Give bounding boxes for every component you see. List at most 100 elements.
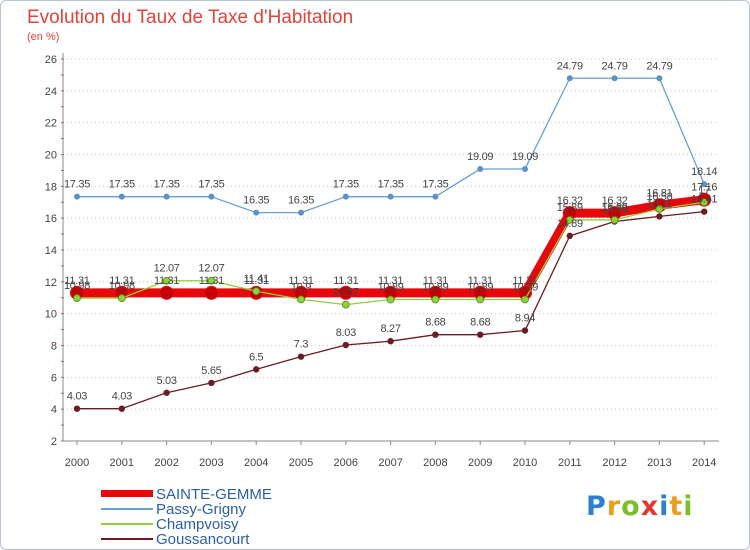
data-point	[73, 294, 81, 302]
x-tick-label: 2004	[244, 457, 268, 469]
data-label: 16.32	[602, 195, 628, 207]
data-point	[252, 287, 261, 296]
data-label: 11.31	[244, 275, 269, 287]
data-point	[701, 208, 708, 215]
data-label: 15.89	[602, 202, 628, 214]
y-tick-label: 4	[51, 404, 57, 416]
data-point	[160, 286, 173, 299]
data-point	[566, 232, 573, 240]
data-label: 10.9	[291, 281, 311, 293]
logo-letter: t	[669, 491, 684, 522]
data-label: 17.35	[333, 179, 359, 191]
data-label: 11.41	[244, 273, 269, 285]
data-point	[208, 193, 215, 200]
data-label: 8.94	[515, 313, 535, 325]
data-point	[608, 207, 621, 220]
y-tick-label: 18	[45, 181, 57, 193]
data-label: 10.98	[109, 280, 135, 292]
data-point	[429, 286, 442, 299]
x-tick-label: 2002	[154, 457, 178, 469]
legend-swatch-goussancourt	[101, 538, 153, 540]
y-tick-label: 8	[51, 341, 57, 353]
data-label: 18.14	[691, 166, 717, 178]
data-label: 16.35	[243, 195, 269, 207]
data-label: 10.98	[64, 280, 90, 292]
data-labels-sainte-gemme: 11.31 11.31 11.31 11.31 11.31 11.31 11.31 11.31…	[64, 182, 717, 287]
data-label: 16.81	[646, 187, 672, 199]
data-label: 17.16	[691, 182, 717, 194]
y-tick-label: 16	[45, 213, 57, 225]
data-label: 16.32	[557, 195, 583, 207]
data-point	[342, 193, 349, 200]
data-label: 17.35	[378, 179, 404, 191]
data-label: 8.27	[380, 323, 400, 335]
data-label: 12.07	[154, 263, 180, 275]
data-point	[74, 193, 80, 200]
data-point	[565, 216, 574, 224]
x-tick-label: 2003	[199, 457, 223, 469]
data-label: 15.79	[602, 204, 628, 216]
logo-letter: i	[659, 491, 670, 522]
x-tick-label: 2010	[513, 457, 537, 469]
y-tick-label: 10	[45, 309, 57, 321]
x-tick-label: 2008	[423, 457, 447, 469]
data-label: 11.31	[199, 275, 224, 287]
data-point	[474, 286, 487, 299]
proxiti-logo: Proxiti	[586, 491, 694, 522]
x-tick-label: 2014	[692, 457, 716, 469]
legend-swatch-sainte-gemme	[101, 490, 153, 497]
data-label: 4.03	[112, 391, 132, 403]
data-point	[519, 286, 531, 299]
data-labels-goussancourt: 4.03 4.03 5.03 5.65 6.5 7.3 8.03 8.27 8.68 8.68 8.…	[67, 194, 718, 403]
x-tick-label: 2006	[334, 457, 358, 469]
legend-label-goussancourt: Goussancourt	[156, 531, 250, 548]
data-label: 4.03	[67, 391, 87, 403]
data-point	[207, 276, 216, 285]
data-point	[656, 213, 663, 220]
series-passy-grigny	[74, 75, 708, 216]
data-point	[656, 75, 663, 82]
data-point	[611, 75, 618, 82]
data-point	[118, 193, 125, 200]
data-label: 10.89	[378, 282, 404, 294]
data-label: 11.31	[423, 275, 448, 287]
data-point	[610, 216, 619, 224]
data-point	[387, 193, 394, 200]
data-label: 11.31	[109, 275, 134, 287]
data-point	[341, 300, 350, 309]
data-point	[163, 389, 170, 396]
data-label: 8.68	[470, 317, 490, 329]
y-tick-label: 6	[51, 372, 57, 384]
x-tick-label: 2012	[602, 457, 626, 469]
data-point	[162, 276, 171, 285]
data-label: 11.31	[512, 275, 537, 287]
data-point	[432, 193, 439, 200]
data-label: 17	[698, 184, 710, 196]
data-point	[253, 209, 260, 216]
data-point	[522, 165, 528, 172]
data-label: 16.58	[646, 191, 672, 203]
data-point	[700, 198, 709, 207]
data-label: 16.41	[691, 194, 717, 206]
data-label: 8.03	[336, 327, 356, 339]
data-point	[117, 294, 126, 302]
data-label: 11.31	[154, 275, 179, 287]
data-point	[118, 405, 126, 412]
y-tick-label: 14	[45, 245, 57, 257]
data-point	[297, 295, 305, 304]
data-label: 15.89	[557, 202, 583, 214]
legend-swatch-champvoisy	[101, 523, 153, 525]
y-tick-label: 2	[51, 436, 57, 448]
logo-letter: i	[683, 491, 694, 522]
logo-letter: o	[621, 491, 641, 522]
series-sainte-gemme	[70, 192, 712, 300]
data-label: 11.31	[378, 275, 403, 287]
data-label: 10.57	[333, 287, 359, 299]
legend-label-champvoisy: Champvoisy	[156, 516, 239, 533]
y-tick-label: 24	[45, 86, 57, 98]
data-point	[384, 286, 397, 299]
data-label: 12.07	[198, 263, 224, 275]
data-label: 17.35	[422, 179, 448, 191]
data-point	[73, 405, 81, 412]
